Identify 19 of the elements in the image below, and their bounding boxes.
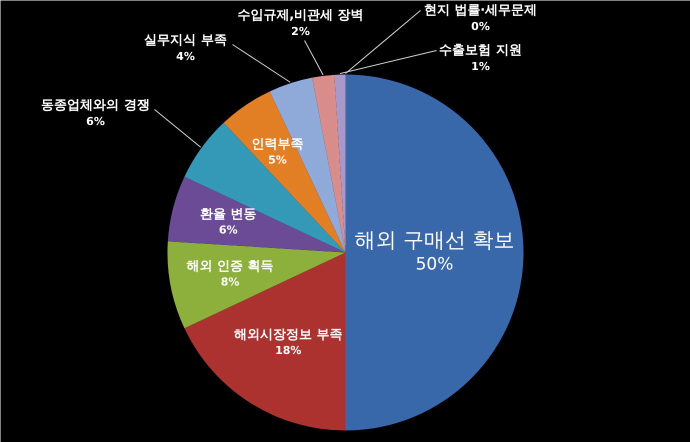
data-label: 6% <box>218 224 238 237</box>
slice-label: 해외 인증 획득 <box>186 259 274 274</box>
data-label: 50% <box>416 254 454 274</box>
data-label: 5% <box>268 154 287 167</box>
slice-label: 수입규제,비관세 장벽 <box>237 8 364 23</box>
slice-label: 해외시장정보 부족 <box>234 327 343 342</box>
slice-label: 수출보험 지원 <box>439 43 522 58</box>
data-label: 1% <box>471 60 490 73</box>
data-label: 4% <box>176 50 195 63</box>
data-label: 8% <box>220 276 240 289</box>
slice-label: 동종업체와의 경쟁 <box>41 98 150 113</box>
category-label: 현지 법률·세무문제 <box>424 3 538 18</box>
slice-label: 해외 구매선 확보 <box>354 228 515 252</box>
slice-label: 환율 변동 <box>200 207 257 222</box>
data-label: 2% <box>291 25 310 38</box>
text: 0% <box>471 20 490 33</box>
data-label: 6% <box>86 115 105 128</box>
data-label: 18% <box>275 344 302 357</box>
slice-label: 실무지식 부족 <box>144 33 227 48</box>
